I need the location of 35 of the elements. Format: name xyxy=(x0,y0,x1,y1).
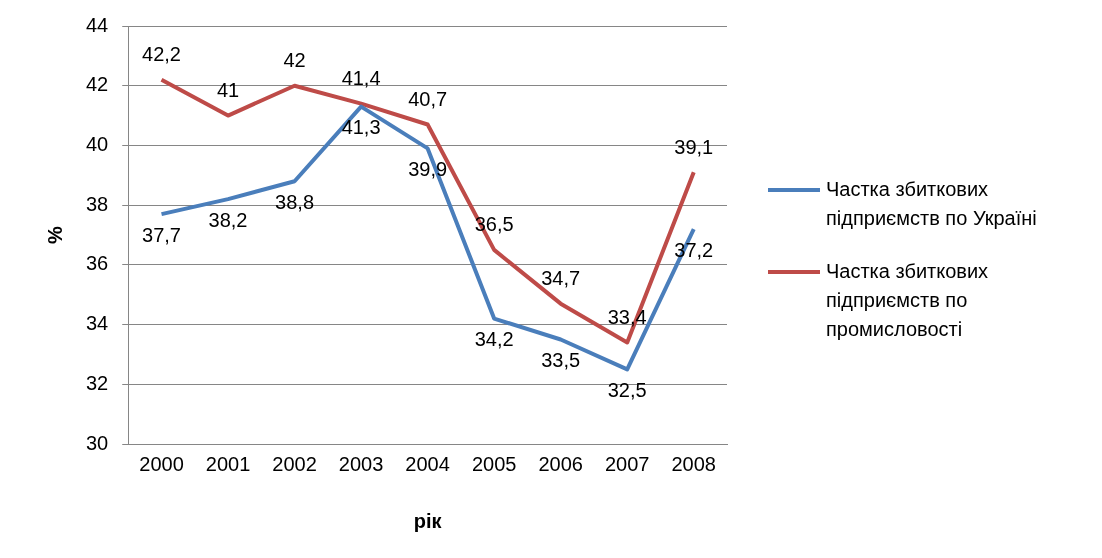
x-tick-label: 2006 xyxy=(538,452,583,475)
x-tick-label: 2008 xyxy=(671,452,716,475)
data-label: 42 xyxy=(283,49,306,72)
data-label: 41 xyxy=(216,79,240,102)
y-tick-label: 34 xyxy=(86,312,109,335)
x-tick-label: 2003 xyxy=(338,452,384,475)
y-tick-label: 32 xyxy=(86,371,109,394)
data-label: 32,5 xyxy=(607,378,647,401)
data-label: 41,4 xyxy=(341,67,381,90)
x-tick-label: 2005 xyxy=(471,452,517,475)
x-tick-label: 2004 xyxy=(405,452,450,475)
data-label: 33,5 xyxy=(541,349,581,372)
y-tick-label: 36 xyxy=(86,252,109,275)
x-tick-label: 2002 xyxy=(272,452,317,475)
legend-label: Частка збиткових підприємств по Україні xyxy=(826,177,1038,231)
data-label: 37,7 xyxy=(142,223,181,246)
data-label: 41,3 xyxy=(341,116,381,139)
legend-label: Частка збиткових підприємств по промисловості xyxy=(826,259,990,342)
data-label: 34,2 xyxy=(474,328,514,351)
x-axis-title: рік xyxy=(413,509,443,532)
data-label: 42,2 xyxy=(142,43,181,66)
data-label: 34,7 xyxy=(541,267,581,290)
x-tick-label: 2001 xyxy=(205,452,251,475)
y-axis-title: % xyxy=(43,225,66,244)
x-tick-label: 2000 xyxy=(139,452,184,475)
data-label: 40,7 xyxy=(408,88,448,111)
y-tick-label: 30 xyxy=(86,431,109,454)
y-tick-label: 42 xyxy=(86,73,109,96)
y-tick-label: 40 xyxy=(86,132,109,155)
x-tick-label: 2007 xyxy=(604,452,650,475)
data-label: 38,8 xyxy=(275,190,315,213)
y-tick-label: 44 xyxy=(86,13,109,36)
data-label: 38,2 xyxy=(208,208,248,231)
data-label: 39,1 xyxy=(674,135,714,158)
y-tick-label: 38 xyxy=(86,192,109,215)
